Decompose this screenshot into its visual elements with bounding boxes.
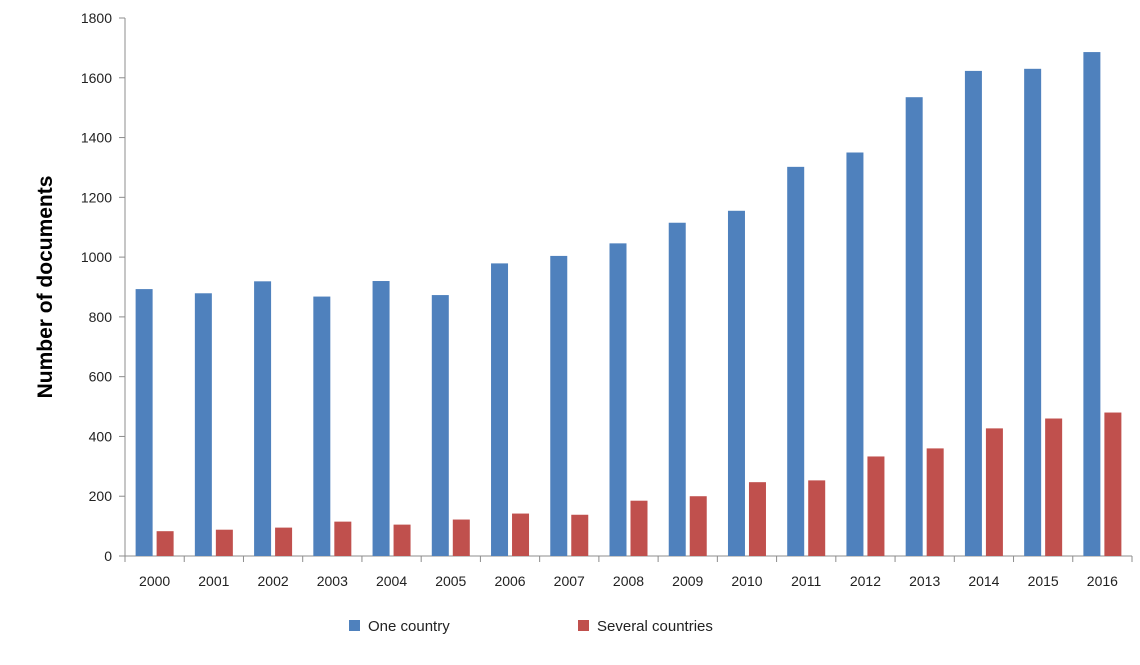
bar-one-country-2008 bbox=[609, 243, 627, 556]
y-tick-label: 1400 bbox=[81, 130, 112, 146]
bar-several-countries-2001 bbox=[215, 529, 233, 556]
bar-several-countries-2000 bbox=[156, 531, 174, 556]
x-tick-label: 2003 bbox=[317, 573, 348, 589]
bar-several-countries-2007 bbox=[571, 514, 589, 556]
bar-one-country-2002 bbox=[254, 281, 272, 556]
y-tick-label: 200 bbox=[89, 488, 113, 504]
y-axis-label: Number of documents bbox=[34, 176, 57, 399]
bar-one-country-2014 bbox=[964, 70, 982, 557]
x-tick-label: 2000 bbox=[139, 573, 170, 589]
bar-several-countries-2003 bbox=[334, 521, 352, 556]
y-axis: 0 200 400 600 800 1000 1200 1400 1600 1800 bbox=[81, 10, 126, 564]
x-tick-label: 2014 bbox=[968, 573, 999, 589]
x-tick-label: 2009 bbox=[672, 573, 703, 589]
bars bbox=[135, 52, 1122, 557]
y-tick-label: 1200 bbox=[81, 189, 112, 205]
bar-several-countries-2005 bbox=[452, 519, 470, 556]
x-tick-label: 2016 bbox=[1087, 573, 1118, 589]
bar-one-country-2016 bbox=[1083, 52, 1101, 556]
x-tick-label: 2015 bbox=[1028, 573, 1059, 589]
x-tick-label: 2010 bbox=[731, 573, 762, 589]
bar-one-country-2001 bbox=[194, 293, 212, 556]
bar-several-countries-2006 bbox=[512, 513, 530, 556]
x-tick-label: 2007 bbox=[554, 573, 585, 589]
bar-several-countries-2012 bbox=[867, 456, 885, 556]
bar-one-country-2005 bbox=[431, 295, 449, 556]
bar-one-country-2003 bbox=[313, 296, 331, 556]
y-tick-label: 800 bbox=[89, 309, 113, 325]
legend: One country Several countries bbox=[349, 618, 713, 635]
x-tick-label: 2005 bbox=[435, 573, 466, 589]
x-tick-label: 2006 bbox=[494, 573, 525, 589]
legend-swatch bbox=[578, 620, 589, 631]
legend-label: Several countries bbox=[597, 618, 713, 635]
x-tick-label: 2002 bbox=[258, 573, 289, 589]
bar-one-country-2013 bbox=[905, 97, 923, 556]
y-tick-label: 0 bbox=[104, 548, 112, 564]
x-tick-label: 2001 bbox=[198, 573, 229, 589]
y-tick-label: 1600 bbox=[81, 70, 112, 86]
bar-several-countries-2015 bbox=[1045, 418, 1063, 556]
bar-several-countries-2013 bbox=[926, 448, 944, 556]
bar-several-countries-2008 bbox=[630, 500, 648, 556]
bar-several-countries-2002 bbox=[275, 527, 293, 556]
bar-one-country-2009 bbox=[668, 222, 686, 556]
bar-one-country-2012 bbox=[846, 152, 864, 556]
bar-several-countries-2009 bbox=[689, 496, 707, 556]
y-tick-label: 600 bbox=[89, 369, 113, 385]
legend-swatch bbox=[349, 620, 360, 631]
bar-several-countries-2011 bbox=[808, 480, 826, 556]
bar-one-country-2004 bbox=[372, 281, 390, 556]
bar-one-country-2006 bbox=[491, 263, 509, 556]
y-tick-label: 1000 bbox=[81, 249, 112, 265]
bar-one-country-2007 bbox=[550, 255, 568, 556]
bar-several-countries-2004 bbox=[393, 524, 411, 556]
y-tick-label: 400 bbox=[89, 428, 113, 444]
x-axis: 2000 2001 2002 2003 2004 2005 2006 2007 2008 2009… bbox=[124, 555, 1133, 589]
x-tick-label: 2013 bbox=[909, 573, 940, 589]
x-tick-label: 2012 bbox=[850, 573, 881, 589]
bar-one-country-2010 bbox=[727, 210, 745, 557]
x-tick-label: 2004 bbox=[376, 573, 407, 589]
bar-one-country-2000 bbox=[135, 289, 153, 556]
bar-several-countries-2014 bbox=[985, 428, 1003, 556]
bar-one-country-2011 bbox=[787, 166, 805, 556]
bar-one-country-2015 bbox=[1024, 68, 1042, 557]
x-tick-label: 2008 bbox=[613, 573, 644, 589]
x-tick-label: 2011 bbox=[791, 573, 821, 589]
bar-several-countries-2010 bbox=[748, 482, 766, 556]
y-tick-label: 1800 bbox=[81, 10, 112, 26]
legend-label: One country bbox=[368, 618, 450, 635]
bar-several-countries-2016 bbox=[1104, 412, 1122, 556]
